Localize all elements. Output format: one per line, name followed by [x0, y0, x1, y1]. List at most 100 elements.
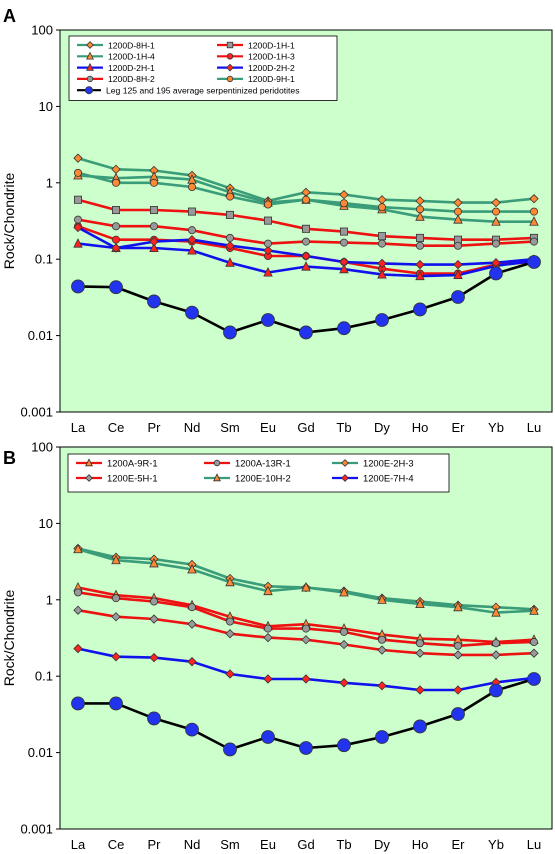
panel-b-x-tick-pr: Pr [148, 837, 162, 852]
panel-a-point-leg-125-and-195-average-serpentinized-peridotites-tb [337, 321, 351, 336]
panel-b-legend-swatch-marker [213, 459, 221, 467]
panel-b-point-1200a-13r-1-la [74, 588, 83, 597]
panel-a-point-1200d-2h-1-ho [415, 270, 425, 281]
panel-b-point-average-er [451, 707, 465, 721]
panel-a-point-1200d-8h-2-er [453, 241, 462, 250]
panel-a-point-1200d-9h-1-yb [491, 207, 500, 216]
panel-a-point-leg-125-and-195-average-serpentinized-peridotites-gd [299, 325, 313, 340]
panel-b-legend-label-1200e-2h-3: 1200E-2H-3 [363, 457, 414, 468]
panel-b-legend-label-1200e-10h-2: 1200E-10H-2 [235, 472, 291, 483]
panel-b-y-tick-label: 1 [46, 592, 53, 607]
panel-b-point-1200e-10h-2-yb [491, 607, 501, 617]
panel-a-legend-box [68, 35, 338, 101]
panel-a-point-1200d-9h-1-tb [339, 199, 348, 208]
panel-a-point-1200d-2h-1-dy [377, 269, 387, 279]
panel-b-point-1200e-5h-1-tb [339, 639, 349, 650]
panel-b-point-1200e-5h-1-pr [149, 614, 159, 624]
panel-a-point-1200d-9h-1-ce [112, 178, 121, 187]
panel-b-point-1200e-10h-2-er [453, 601, 463, 612]
panel-b-point-1200e-5h-1-sm [225, 629, 235, 639]
panel-b-y-axis-label: Rock/Chondrite [1, 590, 17, 687]
panel-b-point-1200e-5h-1-la [73, 605, 83, 615]
panel-a-legend-swatch-marker [86, 75, 94, 83]
panel-b-y-tick-label: 0.01 [28, 745, 53, 760]
panel-b-point-1200e-5h-1-nd [187, 619, 197, 629]
panel-b-point-1200a-13r-1-yb [491, 639, 500, 648]
panel-b-point-1200e-10h-2-la [73, 543, 83, 554]
panel-a-point-1200d-9h-1-pr [149, 178, 158, 187]
panel-a-point-1200d-2h-2-nd [187, 235, 197, 245]
panel-b-point-1200e-10h-2-lu [529, 605, 539, 615]
panel-b-x-tick-dy: Dy [374, 837, 390, 852]
panel-b-point-average-dy [375, 730, 389, 744]
panel-a-point-1200d-2h-1-la [73, 238, 83, 248]
panel-b-y-tick-label: 10 [39, 516, 53, 531]
panel-b-point-average-nd [185, 722, 199, 737]
panel-a-point-1200d-8h-1-la [73, 153, 83, 163]
panel-b-point-1200e-7h-4-ce [111, 652, 121, 662]
panel-a-point-leg-125-and-195-average-serpentinized-peridotites-ce [109, 280, 123, 295]
panel-a: A Rock/Chondrite 100 10 1 0.1 0.01 0.001 La Ce… [1, 6, 553, 435]
panel-a-x-tick-ho: Ho [412, 420, 429, 435]
panel-a-point-1200d-8h-2-sm [225, 233, 234, 242]
panel-b-point-1200e-5h-1-lu [529, 648, 539, 658]
panel-b-y-tick-label: 100 [31, 440, 53, 455]
panel-a-y-tick-label: 0.001 [20, 405, 53, 420]
panel-a-x-tick-ce: Ce [108, 420, 125, 435]
panel-a-point-1200d-8h-2-ce [112, 222, 121, 231]
panel-b-legend-swatch-marker [85, 474, 93, 482]
panel-a-x-tick-lu: Lu [527, 420, 541, 435]
panel-b-point-1200a-13r-1-sm [225, 617, 234, 626]
panel-a-point-1200d-2h-2-gd [301, 251, 311, 261]
panel-a-x-tick-nd: Nd [184, 420, 201, 435]
panel-b-label: B [3, 448, 16, 468]
panel-a-legend-swatch-marker [85, 86, 94, 95]
panel-a-point-1200d-2h-1-nd [187, 245, 197, 255]
panel-b-point-1200e-7h-4-gd [301, 674, 311, 684]
panel-a-point-1200d-8h-2-ho [415, 241, 424, 250]
panel-a-legend-swatch-marker [226, 53, 234, 60]
panel-a-legend-label-1200d-2h-2: 1200D-2H-2 [248, 63, 295, 73]
panel-a-legend-label-1200d-9h-1: 1200D-9H-1 [248, 74, 295, 84]
panel-a-x-tick-eu: Eu [260, 420, 276, 435]
panel-b-point-1200e-7h-4-nd [187, 656, 197, 667]
panel-a-point-1200d-1h-1-sm [225, 210, 234, 219]
panel-b-series [71, 543, 541, 757]
panel-b-point-1200a-13r-1-dy [377, 635, 386, 644]
panel-b-x-tick-er: Er [452, 837, 466, 852]
panel-b-point-1200e-5h-1-eu [263, 632, 273, 643]
panel-b: B Rock/Chondrite 100 10 1 0.1 0.01 0.001 La Ce… [1, 440, 553, 852]
panel-a-point-leg-125-and-195-average-serpentinized-peridotites-er [451, 290, 465, 304]
panel-b-point-average-gd [299, 741, 313, 755]
panel-a-point-1200d-9h-1-ho [415, 205, 424, 214]
panel-a-y-axis-label: Rock/Chondrite [1, 173, 17, 270]
panel-b-legend-label-1200e-7h-4: 1200E-7H-4 [363, 472, 414, 483]
panel-a-point-1200d-1h-1-ho [415, 233, 424, 242]
panel-a-label: A [3, 6, 16, 26]
panel-a-point-leg-125-and-195-average-serpentinized-peridotites-nd [185, 305, 199, 320]
panel-b-legend-box [67, 453, 450, 493]
panel-a-point-1200d-9h-1-er [453, 207, 462, 216]
panel-a-point-1200d-1h-1-la [74, 195, 83, 204]
panel-b-point-1200e-7h-4-dy [377, 681, 387, 691]
panel-b-legend-label-1200a-13r-1: 1200A-13R-1 [235, 457, 291, 468]
panel-b-point-average-sm [223, 742, 237, 757]
panel-b-x-tick-yb: Yb [488, 837, 504, 852]
panel-a-y-tick-label: 10 [39, 99, 53, 114]
panel-b-point-1200e-10h-2-gd [301, 581, 311, 592]
panel-b-point-1200a-13r-1-ho [415, 639, 424, 648]
panel-a-point-1200d-9h-1-sm [225, 192, 234, 201]
panel-a-point-1200d-2h-2-la [73, 222, 83, 233]
panel-b-x-tick-nd: Nd [184, 837, 201, 852]
panel-a-point-1200d-8h-2-gd [301, 237, 310, 246]
panel-b-point-1200e-7h-4-pr [149, 652, 159, 663]
panel-b-point-1200e-10h-2-ho [415, 598, 425, 609]
panel-b-point-1200e-10h-2-eu [263, 585, 273, 596]
panel-a-point-1200d-1h-1-dy [377, 232, 386, 241]
panel-a-point-1200d-1h-1-pr [149, 206, 158, 215]
panel-a-point-1200d-8h-1-ho [415, 196, 425, 206]
panel-a-point-1200d-2h-2-ce [111, 243, 121, 253]
panel-b-point-1200e-10h-2-tb [339, 586, 349, 597]
panel-a-legend-label-1200d-8h-1: 1200D-8H-1 [108, 40, 155, 50]
panel-a-point-1200d-2h-1-tb [339, 263, 349, 274]
